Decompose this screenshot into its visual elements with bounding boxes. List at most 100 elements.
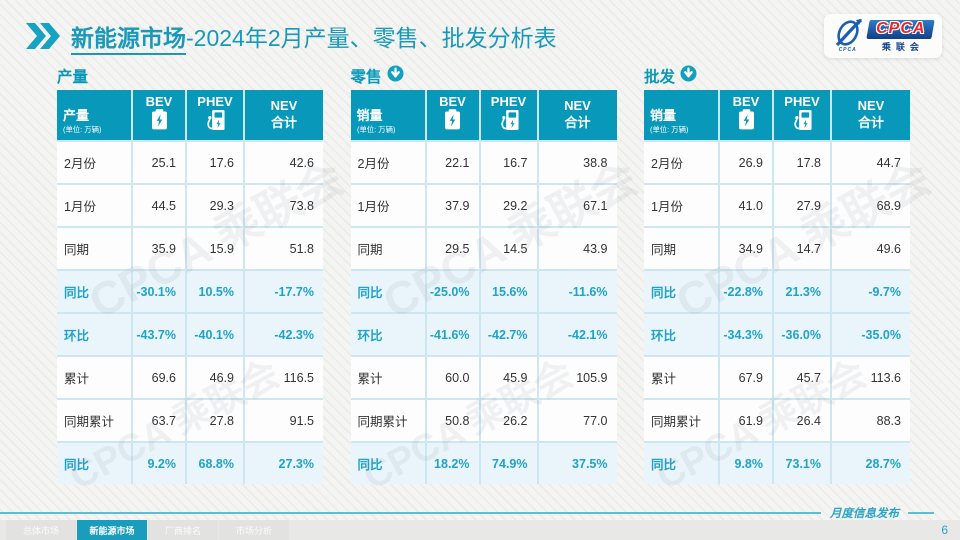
page-number: 6: [941, 523, 948, 537]
value-cell: 14.7: [774, 228, 830, 269]
row-label: 环比: [350, 314, 425, 355]
value-cell: 44.5: [133, 185, 185, 226]
value-cell: 60.0: [426, 357, 479, 398]
measure-unit: (单位: 万辆): [650, 125, 689, 134]
row-label: 2月份: [644, 142, 718, 183]
nev-total-label: NEV 合计: [564, 98, 591, 130]
nav-tab-新能源市场[interactable]: 新能源市场: [77, 520, 147, 540]
header-nev-total-cell: NEV 合计: [245, 90, 323, 140]
header-measure-cell: 销量 (单位: 万辆): [350, 90, 425, 140]
row-label: 环比: [644, 314, 718, 355]
footer-rule: 月度信息发布: [0, 506, 960, 520]
value-cell: 26.2: [480, 400, 537, 441]
header-bev-cell: BEV: [426, 90, 479, 140]
value-cell: 68.8%: [187, 443, 243, 484]
cpca-subtitle: 乘联会: [881, 41, 924, 52]
cpca-logo-text: CPCA 乘联会: [865, 19, 935, 53]
value-cell: 77.0: [538, 400, 617, 441]
battery-icon: [738, 109, 754, 130]
value-cell: 27.8: [187, 400, 243, 441]
value-cell: 34.9: [720, 228, 772, 269]
value-cell: 69.6: [133, 357, 185, 398]
row-label: 环比: [57, 314, 131, 355]
phev-column-label: PHEV: [490, 93, 527, 109]
value-cell: 45.7: [774, 357, 830, 398]
trend-down-badge: [387, 65, 404, 87]
header-phev-cell: PHEV: [774, 90, 830, 140]
value-cell: -22.8%: [720, 271, 772, 312]
row-label: 同期累计: [57, 400, 131, 441]
row-label: 同比: [644, 443, 718, 484]
row-label: 同期: [644, 228, 718, 269]
value-cell: 91.5: [245, 400, 323, 441]
header-bev-cell: BEV: [720, 90, 772, 140]
row-label: 同比: [350, 443, 425, 484]
value-cell: -30.1%: [133, 271, 185, 312]
section-title: 批发: [644, 69, 676, 86]
value-cell: 9.2%: [133, 443, 185, 484]
table-section-零售: 零售 销量 (单位: 万辆) BEV PHEV NEV 合计 2月份 22.1 16.7 38.8 1…: [350, 64, 645, 498]
value-cell: 105.9: [538, 357, 617, 398]
cpca-logo: CPCA CPCA 乘联会: [823, 14, 942, 58]
value-cell: -41.6%: [426, 314, 479, 355]
data-table: 销量 (单位: 万辆) BEV PHEV NEV 合计 2月份 26.9 17.8 44.7 1月份…: [644, 90, 910, 484]
value-cell: 18.2%: [426, 443, 479, 484]
header-phev-cell: PHEV: [480, 90, 537, 140]
table-section-产量: 产量 产量 (单位: 万辆) BEV PHEV NEV 合计 2月份 25.1 17.6 42.6 1…: [57, 64, 352, 498]
trend-down-badge: [680, 65, 697, 87]
data-table: 产量 (单位: 万辆) BEV PHEV NEV 合计 2月份 25.1 17.6 42.6 1月份…: [57, 90, 323, 484]
table-section-批发: 批发 销量 (单位: 万辆) BEV PHEV NEV 合计 2月份 26.9 17.8 44.7 1…: [644, 64, 939, 498]
value-cell: -42.7%: [480, 314, 537, 355]
row-label: 同期累计: [350, 400, 425, 441]
value-cell: 63.7: [133, 400, 185, 441]
header-measure-cell: 销量 (单位: 万辆): [644, 90, 718, 140]
section-title: 产量: [57, 69, 89, 86]
header-nev-total-cell: NEV 合计: [832, 90, 910, 140]
value-cell: 61.9: [720, 400, 772, 441]
tables-row: 产量 产量 (单位: 万辆) BEV PHEV NEV 合计 2月份 25.1 17.6 42.6 1…: [57, 64, 939, 498]
value-cell: 116.5: [245, 357, 323, 398]
value-cell: 88.3: [832, 400, 910, 441]
cpca-acronym: CPCA: [875, 19, 926, 37]
value-cell: 17.6: [187, 142, 243, 183]
header-measure-cell: 产量 (单位: 万辆): [57, 90, 131, 140]
measure-unit: (单位: 万辆): [356, 125, 395, 134]
value-cell: 29.5: [426, 228, 479, 269]
footer-rule-line-left: [0, 512, 821, 514]
row-label: 1月份: [644, 185, 718, 226]
row-label: 同期: [57, 228, 131, 269]
double-chevron-icon: [26, 23, 60, 49]
nav-tab-厂商排名[interactable]: 厂商排名: [148, 520, 218, 540]
nav-tab-总体市场[interactable]: 总体市场: [6, 520, 76, 540]
value-cell: 46.9: [187, 357, 243, 398]
value-cell: -25.0%: [426, 271, 479, 312]
value-cell: 27.3%: [245, 443, 323, 484]
value-cell: 68.9: [832, 185, 910, 226]
header-nev-total-cell: NEV 合计: [538, 90, 617, 140]
battery-icon: [445, 109, 460, 130]
cpca-mark-caption: CPCA: [838, 47, 857, 53]
value-cell: -42.3%: [245, 314, 323, 355]
value-cell: 17.8: [774, 142, 830, 183]
row-label: 同期累计: [644, 400, 718, 441]
phev-column-label: PHEV: [784, 93, 820, 109]
value-cell: 37.9: [426, 185, 479, 226]
value-cell: 67.1: [538, 185, 617, 226]
measure-label: 销量: [650, 108, 677, 123]
value-cell: 15.9: [187, 228, 243, 269]
measure-label: 销量: [356, 108, 383, 123]
value-cell: 29.3: [187, 185, 243, 226]
value-cell: 14.5: [480, 228, 537, 269]
row-label: 2月份: [57, 142, 131, 183]
row-label: 同比: [57, 443, 131, 484]
cpca-swoosh-icon: [835, 19, 862, 47]
bev-icon-wrap: [738, 109, 754, 135]
nav-tab-市场分析[interactable]: 市场分析: [219, 520, 289, 540]
value-cell: 42.6: [245, 142, 323, 183]
nev-total-label: NEV 合计: [270, 98, 298, 130]
row-label: 累计: [57, 357, 131, 398]
value-cell: 26.4: [774, 400, 830, 441]
section-title-row: 零售: [351, 64, 617, 88]
measure-unit: (单位: 万辆): [63, 125, 102, 134]
